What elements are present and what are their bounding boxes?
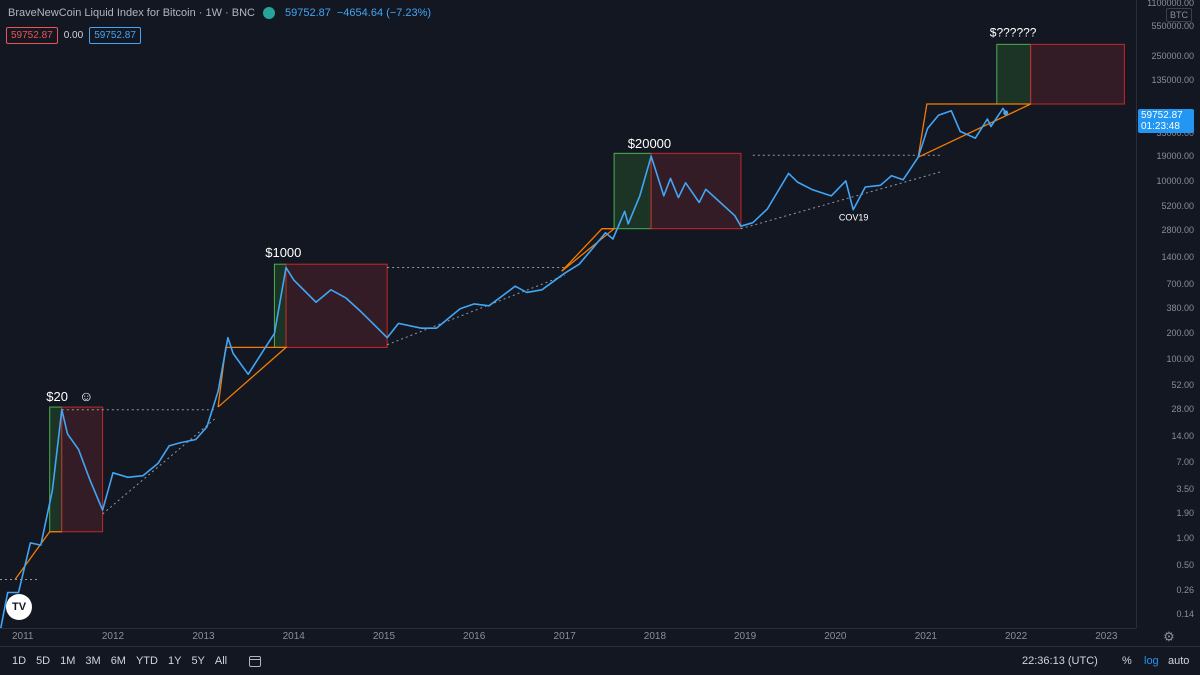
timeframe-all[interactable]: All xyxy=(214,655,228,667)
price-label-18: 3.50 xyxy=(1176,484,1194,495)
price-label-12: 200.00 xyxy=(1166,327,1194,338)
red-box-2 xyxy=(650,152,742,230)
price-label-2: 135000.00 xyxy=(1151,75,1194,86)
dotted-guide-3 xyxy=(386,274,565,346)
price-label-22: 0.26 xyxy=(1176,584,1194,595)
price-label-16: 14.00 xyxy=(1171,430,1194,441)
symbol-title[interactable]: BraveNewCoin Liquid Index for Bitcoin · … xyxy=(8,7,255,19)
currency-tag[interactable]: BTC xyxy=(1166,8,1192,22)
year-label-2023: 2023 xyxy=(1095,631,1118,642)
calendar-range-icon[interactable] xyxy=(249,655,262,667)
last-price-tag: 59752.87 01:23:48 xyxy=(1138,109,1194,133)
smiley-icon: ☺ xyxy=(79,388,93,404)
timeframe-6m[interactable]: 6M xyxy=(110,655,126,667)
year-label-2017: 2017 xyxy=(553,631,576,642)
dotted-guide-1 xyxy=(102,418,215,515)
price-line xyxy=(0,107,1007,628)
year-label-2019: 2019 xyxy=(734,631,757,642)
log-toggle[interactable]: log xyxy=(1144,655,1159,667)
tradingview-logo[interactable]: TV xyxy=(6,594,32,620)
year-label-2012: 2012 xyxy=(101,631,125,642)
auto-scale-toggle[interactable]: auto xyxy=(1168,655,1190,667)
red-box-1 xyxy=(285,263,388,348)
legend-change: −4654.64 (−7.23%) xyxy=(336,7,432,19)
price-label-top: 1100000.00 xyxy=(1147,0,1194,8)
trend-triangle-3 xyxy=(917,103,1031,158)
timeframe-5y[interactable]: 5Y xyxy=(191,655,205,667)
price-label-0: 550000.00 xyxy=(1151,20,1194,31)
time-axis[interactable]: 2011 2012 2013 2014 2015 2016 2017 2018 2019 2020… xyxy=(0,628,1136,646)
year-label-2013: 2013 xyxy=(192,631,215,642)
price-label-9: 1400.00 xyxy=(1161,252,1194,263)
price-chart-svg[interactable]: $20 $1000 $20000 $?????? COV19 ☺ xyxy=(0,0,1136,628)
timeframe-1d[interactable]: 1D xyxy=(12,655,27,667)
annotation-2: $20000 xyxy=(628,136,671,151)
visibility-eye-icon[interactable] xyxy=(262,7,275,19)
year-label-2014: 2014 xyxy=(282,631,305,642)
annotation-3: $?????? xyxy=(990,25,1037,39)
last-price-dot xyxy=(1003,110,1009,116)
price-label-19: 1.90 xyxy=(1176,507,1194,518)
legend-last-price: 59752.87 xyxy=(284,7,331,19)
last-price-tag-value: 59752.87 xyxy=(1141,110,1183,121)
price-label-5: 19000.00 xyxy=(1156,151,1194,162)
percent-toggle[interactable]: % xyxy=(1122,655,1132,667)
annotation-4: COV19 xyxy=(839,213,869,223)
price-label-14: 52.00 xyxy=(1171,379,1194,390)
price-label-21: 0.50 xyxy=(1176,559,1194,570)
timeframe-5d[interactable]: 5D xyxy=(36,655,51,667)
price-label-8: 2800.00 xyxy=(1161,225,1194,236)
price-label-23: 0.14 xyxy=(1176,608,1194,619)
green-box-2 xyxy=(613,152,652,230)
red-box-0 xyxy=(61,406,104,533)
year-label-2018: 2018 xyxy=(643,631,667,642)
red-box-3 xyxy=(1030,43,1125,105)
price-label-13: 100.00 xyxy=(1166,354,1194,365)
price-label-6: 10000.00 xyxy=(1156,176,1194,187)
year-label-2020: 2020 xyxy=(824,631,847,642)
timeframe-1m[interactable]: 1M xyxy=(60,655,76,667)
year-label-2021: 2021 xyxy=(914,631,937,642)
indicator-values: 59752.87 0.00 59752.87 xyxy=(6,27,141,44)
indicator-value-red: 59752.87 xyxy=(6,27,58,44)
year-label-2016: 2016 xyxy=(463,631,486,642)
year-label-2022: 2022 xyxy=(1004,631,1028,642)
settings-gear-icon[interactable]: ⚙ xyxy=(1163,629,1175,644)
green-box-3 xyxy=(996,43,1032,105)
bottom-toolbar: 1D 5D 1M 3M 6M YTD 1Y 5Y All 22:36:13 (UTC) % lo… xyxy=(0,646,1200,675)
price-label-15: 28.00 xyxy=(1171,403,1194,414)
price-label-20: 1.00 xyxy=(1176,532,1194,543)
indicator-value-blue: 59752.87 xyxy=(89,27,141,44)
trend-triangle-1 xyxy=(217,346,288,408)
price-label-7: 5200.00 xyxy=(1161,201,1194,212)
chart-legend: BraveNewCoin Liquid Index for Bitcoin · … xyxy=(8,7,431,19)
price-label-11: 380.00 xyxy=(1166,302,1194,313)
price-axis[interactable]: 1100000.00 BTC 550000.00 250000.00 135000.… xyxy=(1136,0,1200,628)
annotation-0: $20 xyxy=(46,389,68,404)
year-label-2015: 2015 xyxy=(372,631,396,642)
annotation-1: $1000 xyxy=(265,245,301,260)
price-label-17: 7.00 xyxy=(1176,457,1194,468)
timeframe-buttons: 1D 5D 1M 3M 6M YTD 1Y 5Y All xyxy=(0,655,227,667)
indicator-value-zero: 0.00 xyxy=(63,30,84,41)
bar-countdown: 01:23:48 xyxy=(1141,121,1180,132)
chart-pane[interactable]: $20 $1000 $20000 $?????? COV19 ☺ BraveNewCoin… xyxy=(0,0,1136,628)
timeframe-1y[interactable]: 1Y xyxy=(167,655,182,667)
price-label-10: 700.00 xyxy=(1166,279,1194,290)
price-label-1: 250000.00 xyxy=(1151,51,1194,62)
utc-clock[interactable]: 22:36:13 (UTC) xyxy=(1022,655,1098,667)
timeframe-3m[interactable]: 3M xyxy=(85,655,101,667)
timeframe-ytd[interactable]: YTD xyxy=(135,655,158,667)
year-label-2011: 2011 xyxy=(11,631,34,642)
trend-triangle-2 xyxy=(561,228,616,272)
trend-triangle-0 xyxy=(14,531,62,580)
